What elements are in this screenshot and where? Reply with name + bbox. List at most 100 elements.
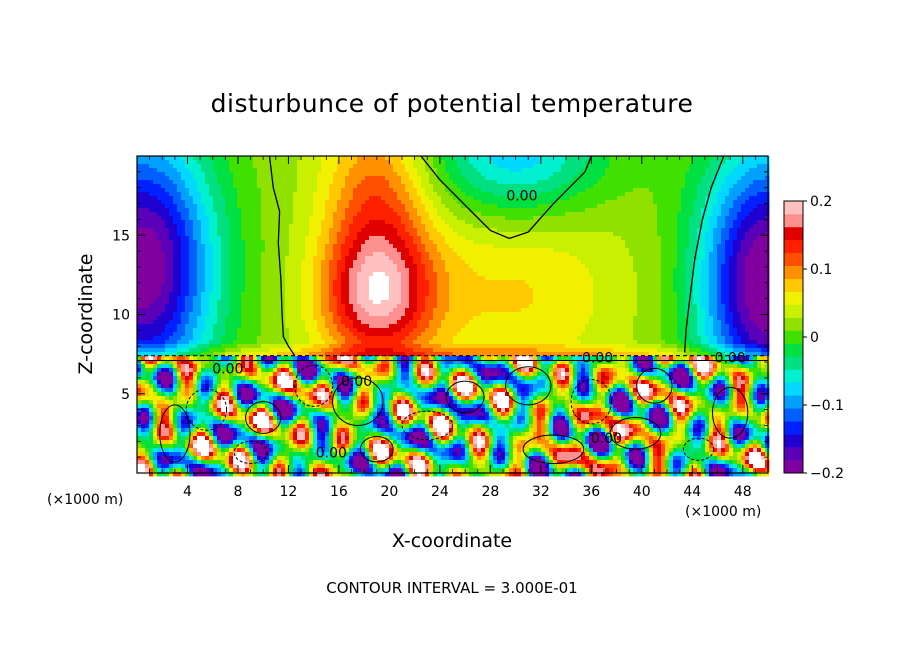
- heatmap-cell: [625, 216, 630, 221]
- heatmap-cell: [549, 244, 554, 249]
- heatmap-cell: [245, 200, 250, 205]
- heatmap-cell: [629, 176, 634, 181]
- heatmap-cell: [185, 208, 190, 213]
- heatmap-cell: [741, 244, 746, 249]
- heatmap-cell: [753, 192, 758, 197]
- heatmap-cell: [573, 172, 578, 177]
- heatmap-cell: [465, 212, 470, 217]
- heatmap-cell: [529, 228, 534, 233]
- heatmap-cell: [405, 184, 410, 189]
- heatmap-cell: [261, 248, 266, 253]
- heatmap-cell: [629, 164, 634, 169]
- heatmap-cell: [305, 200, 310, 205]
- heatmap-cell: [725, 220, 730, 225]
- heatmap-cell: [369, 228, 374, 233]
- heatmap-cell: [681, 216, 686, 221]
- heatmap-cell: [273, 184, 278, 189]
- heatmap-cell: [153, 276, 158, 281]
- heatmap-cell: [153, 180, 158, 185]
- heatmap-cell: [409, 196, 414, 201]
- heatmap-cell: [257, 276, 262, 281]
- heatmap-cell: [561, 200, 566, 205]
- heatmap-cell: [465, 228, 470, 233]
- heatmap-cell: [641, 236, 646, 241]
- heatmap-cell: [713, 212, 718, 217]
- heatmap-cell: [761, 248, 766, 253]
- heatmap-cell: [741, 216, 746, 221]
- heatmap-cell: [469, 168, 474, 173]
- heatmap-cell: [441, 168, 446, 173]
- heatmap-cell: [517, 260, 522, 265]
- heatmap-cell: [365, 280, 370, 285]
- heatmap-cell: [225, 216, 230, 221]
- heatmap-cell: [469, 280, 474, 285]
- heatmap-cell: [361, 200, 366, 205]
- heatmap-cell: [309, 240, 314, 245]
- heatmap-cell: [665, 200, 670, 205]
- heatmap-cell: [233, 240, 238, 245]
- heatmap-cell: [505, 172, 510, 177]
- heatmap-cell: [545, 172, 550, 177]
- heatmap-cell: [557, 240, 562, 245]
- heatmap-cell: [741, 200, 746, 205]
- heatmap-cell: [721, 252, 726, 257]
- heatmap-cell: [453, 200, 458, 205]
- heatmap-cell: [481, 276, 486, 281]
- heatmap-cell: [149, 220, 154, 225]
- heatmap-cell: [749, 176, 754, 181]
- heatmap-cell: [313, 204, 318, 209]
- heatmap-cell: [757, 164, 762, 169]
- heatmap-cell: [609, 176, 614, 181]
- heatmap-cell: [577, 200, 582, 205]
- heatmap-cell: [465, 196, 470, 201]
- heatmap-cell: [713, 252, 718, 257]
- heatmap-cell: [365, 176, 370, 181]
- heatmap-cell: [645, 252, 650, 257]
- heatmap-cell: [697, 204, 702, 209]
- heatmap-cell: [265, 172, 270, 177]
- heatmap-cell: [361, 184, 366, 189]
- heatmap-cell: [601, 156, 606, 161]
- heatmap-cell: [493, 244, 498, 249]
- heatmap-cell: [637, 216, 642, 221]
- heatmap-cell: [261, 196, 266, 201]
- heatmap-cell: [529, 264, 534, 269]
- heatmap-cell: [157, 224, 162, 229]
- heatmap-cell: [561, 160, 566, 165]
- heatmap-cell: [553, 188, 558, 193]
- heatmap-cell: [453, 260, 458, 265]
- heatmap-cell: [745, 224, 750, 229]
- heatmap-cell: [241, 244, 246, 249]
- heatmap-cell: [417, 208, 422, 213]
- heatmap-cell: [605, 192, 610, 197]
- heatmap-cell: [241, 168, 246, 173]
- heatmap-cell: [733, 156, 738, 161]
- heatmap-cell: [169, 236, 174, 241]
- heatmap-cell: [697, 200, 702, 205]
- heatmap-cell: [237, 168, 242, 173]
- heatmap-cell: [345, 240, 350, 245]
- heatmap-cell: [737, 184, 742, 189]
- heatmap-cell: [521, 204, 526, 209]
- heatmap-cell: [485, 204, 490, 209]
- heatmap-cell: [733, 268, 738, 273]
- heatmap-cell: [257, 280, 262, 285]
- heatmap-cell: [313, 276, 318, 281]
- heatmap-cell: [537, 240, 542, 245]
- heatmap-cell: [589, 204, 594, 209]
- heatmap-cell: [533, 232, 538, 237]
- heatmap-cell: [601, 200, 606, 205]
- heatmap-cell: [149, 168, 154, 173]
- heatmap-cell: [681, 184, 686, 189]
- heatmap-cell: [649, 232, 654, 237]
- heatmap-cell: [429, 208, 434, 213]
- heatmap-cell: [533, 224, 538, 229]
- heatmap-cell: [541, 260, 546, 265]
- heatmap-cell: [433, 200, 438, 205]
- heatmap-cell: [505, 272, 510, 277]
- heatmap-cell: [509, 184, 514, 189]
- heatmap-cell: [741, 168, 746, 173]
- heatmap-cell: [301, 268, 306, 273]
- heatmap-cell: [317, 272, 322, 277]
- heatmap-cell: [445, 160, 450, 165]
